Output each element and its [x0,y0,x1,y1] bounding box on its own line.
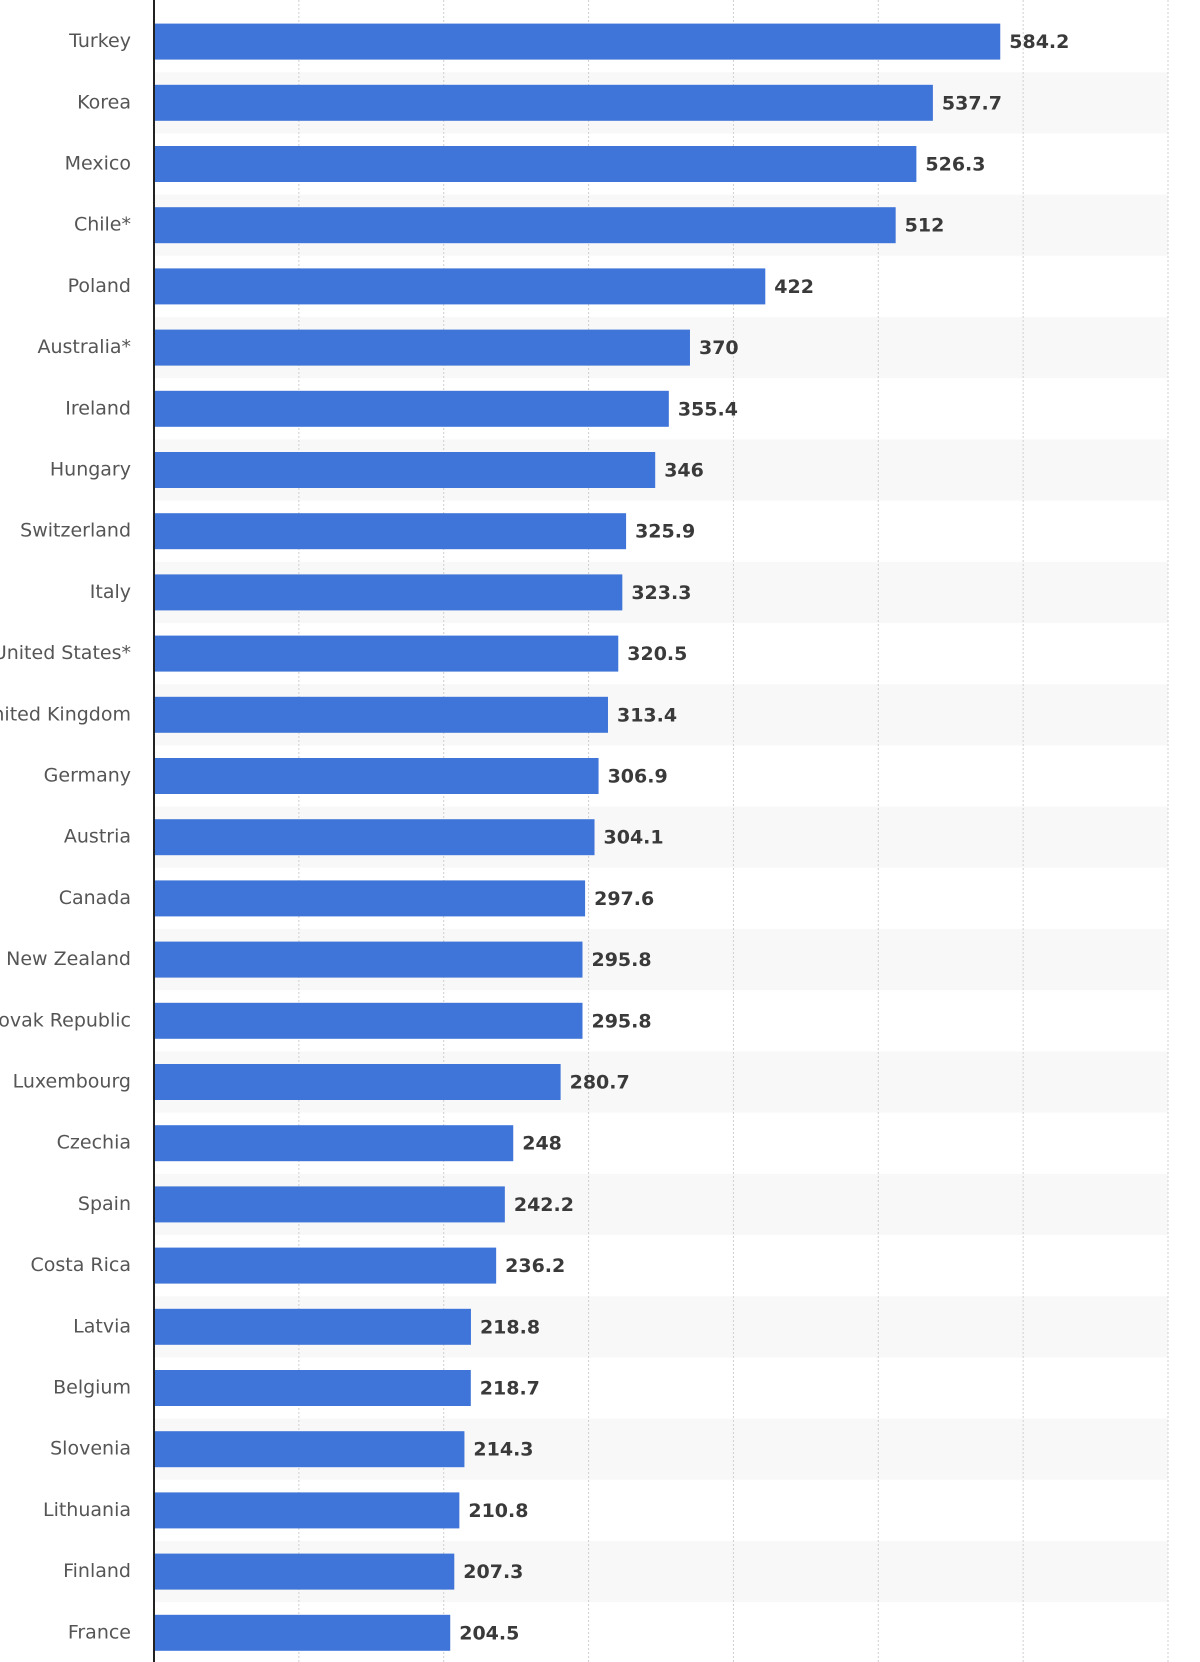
bar [154,452,656,488]
y-tick-label: Canada [59,887,131,909]
value-label: 537.7 [942,92,1002,114]
y-tick-label: Italy [90,581,131,603]
value-label: 204.5 [459,1622,519,1644]
bar [154,1553,455,1590]
value-label: 313.4 [617,704,677,726]
y-tick-label: Australia* [37,336,131,358]
value-label: 323.3 [631,582,691,604]
y-tick-label: France [68,1621,131,1643]
bar [154,941,583,978]
bar [154,1186,505,1223]
y-tick-label: Korea [77,91,131,113]
value-label: 210.8 [468,1500,528,1522]
y-tick-label: Turkey [68,30,131,52]
bar [154,1614,451,1651]
value-label: 526.3 [925,154,985,176]
bar [154,1431,465,1468]
y-tick-label: Chile* [74,214,131,236]
bar [154,207,896,244]
value-label: 248 [522,1133,562,1155]
value-label: 304.1 [604,827,664,849]
value-label: 297.6 [594,888,654,910]
bar [154,390,669,427]
y-tick-label: Austria [64,826,131,848]
y-tick-label: United States* [0,642,131,664]
y-tick-label: Costa Rica [31,1254,132,1276]
value-label: 584.2 [1009,31,1069,53]
y-tick-label: Switzerland [20,520,131,542]
y-tick-label: Belgium [53,1377,131,1399]
value-label: 236.2 [505,1255,565,1277]
bar [154,1370,471,1406]
value-label: 370 [699,337,739,359]
value-label: 214.3 [473,1439,533,1461]
bar [154,758,599,794]
value-label: 355.4 [678,398,738,420]
value-label: 242.2 [514,1194,574,1216]
bar [154,880,586,917]
y-tick-label: Spain [78,1193,131,1215]
y-tick-label: Lithuania [43,1499,131,1521]
value-label: 422 [774,276,814,298]
value-label: 346 [664,460,704,482]
y-tick-label: Hungary [50,459,131,481]
y-tick-label: United Kingdom [0,703,131,725]
value-label: 218.8 [480,1316,540,1338]
value-label: 325.9 [635,521,695,543]
bar [154,574,623,611]
y-tick-label: Czechia [57,1132,131,1154]
value-label: 320.5 [627,643,687,665]
value-label: 295.8 [591,949,651,971]
y-tick-label: Ireland [65,397,131,419]
y-tick-label: Latvia [73,1315,131,1337]
value-label: 280.7 [570,1072,630,1094]
bar [154,696,608,733]
bar [154,146,917,182]
bar [154,635,619,672]
value-label: 306.9 [608,766,668,788]
bar [154,329,690,366]
y-tick-label: Poland [68,275,131,297]
bar [154,513,627,550]
bar [154,268,766,305]
value-label: 512 [905,215,945,237]
bar [154,1492,460,1529]
value-label: 295.8 [591,1010,651,1032]
bar [154,1064,561,1100]
value-label: 207.3 [463,1561,523,1583]
bar [154,23,1001,60]
y-tick-label: Luxembourg [13,1071,131,1093]
bar [154,1125,514,1162]
bar [154,1308,471,1345]
bar [154,1247,497,1284]
value-label: 218.7 [480,1378,540,1400]
y-tick-label: Slovak Republic [0,1009,131,1031]
y-tick-label: New Zealand [6,948,131,970]
y-tick-label: Finland [63,1560,131,1582]
bar [154,84,933,121]
y-tick-label: Mexico [65,153,131,175]
y-tick-label: Germany [44,765,131,787]
bar [154,819,595,856]
y-tick-label: Slovenia [50,1438,131,1460]
bar [154,1002,583,1039]
